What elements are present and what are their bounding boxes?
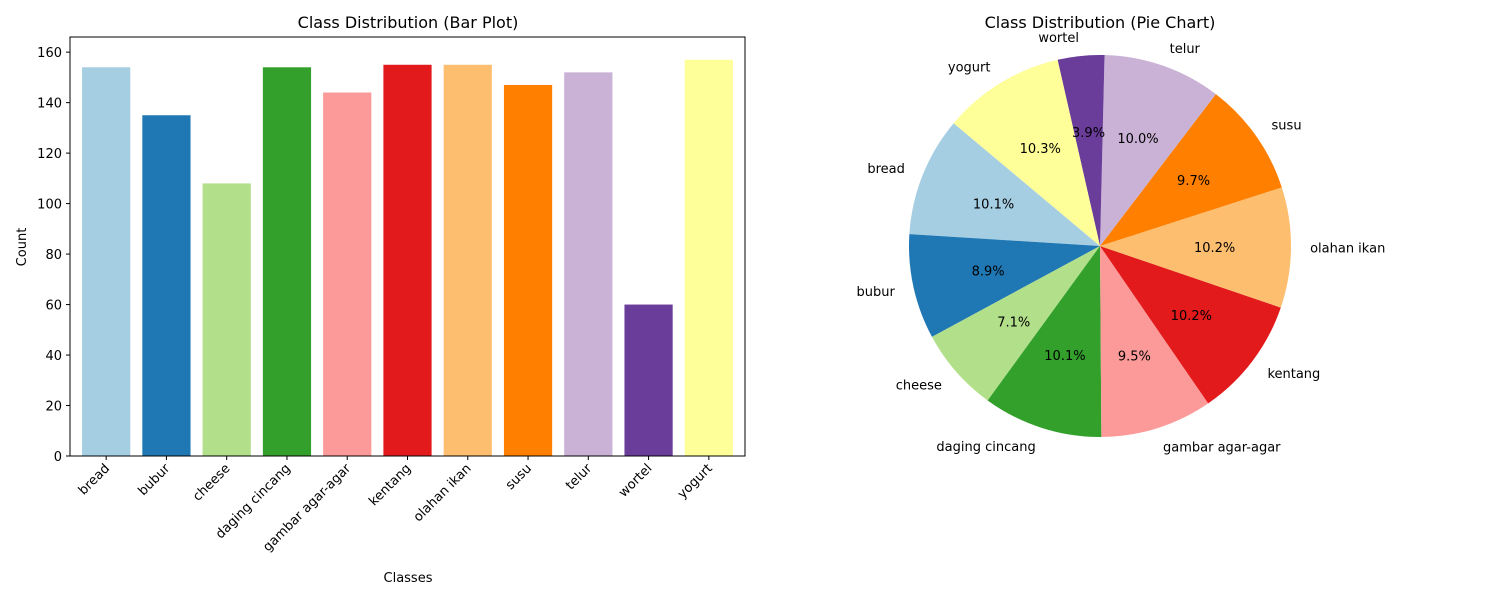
pie-slice-wortel (1057, 54, 1105, 246)
y-axis: 0 20 40 60 80 100 120 140 160 (37, 46, 70, 465)
plot-frame (69, 36, 746, 457)
bar-olahan-ikan (443, 64, 492, 456)
pie-percent-susu: 9.7% (1177, 174, 1210, 189)
y-tick-label: 140 (37, 97, 62, 112)
pie-label-bread: bread (867, 162, 905, 177)
bar-bread (82, 67, 131, 456)
pie-percent-daging-cincang: 10.1% (1044, 349, 1085, 364)
pie-percent-wortel: 3.9% (1072, 126, 1105, 141)
pie-percent-bread: 10.1% (973, 197, 1014, 212)
bar-chart-title: Class Distribution (Bar Plot) (298, 13, 519, 32)
y-tick-label: 100 (37, 198, 62, 213)
y-tick-label: 40 (45, 349, 62, 364)
pie-label-telur: telur (1170, 42, 1201, 57)
x-tick-label-telur: telur (563, 461, 595, 493)
pie-slice-yogurt (953, 59, 1100, 246)
bar-chart: Class Distribution (Bar Plot) 0 20 40 60 80 1… (15, 13, 746, 586)
pie-label-daging-cincang: daging cincang (936, 440, 1035, 455)
pie-slice-cheese (931, 246, 1100, 401)
x-tick-label-cheese: cheese (190, 461, 233, 504)
bar-wortel (624, 304, 673, 456)
y-tick-label: 0 (54, 450, 62, 465)
x-tick-label-kentang: kentang (366, 461, 414, 509)
bar-yogurt (684, 59, 733, 457)
bar-telur (564, 72, 613, 457)
pie-label-gambar-agar-agar: gambar agar-agar (1163, 440, 1281, 455)
y-tick-label: 20 (45, 400, 62, 415)
pie-label-yogurt: yogurt (948, 61, 991, 76)
y-tick-label: 120 (37, 147, 62, 162)
pie-percent-gambar-agar-agar: 9.5% (1118, 349, 1151, 364)
bar-gambar-agar-agar (323, 92, 372, 456)
bar-kentang (383, 64, 432, 456)
bar-susu (503, 84, 553, 457)
pie-label-olahan-ikan: olahan ikan (1310, 242, 1385, 257)
bar-cheese (202, 183, 251, 456)
pie-slice-susu (1100, 94, 1282, 247)
pie-slice-bubur (908, 234, 1100, 337)
bar-marks (82, 59, 733, 457)
pie-slice-gambar-agar-agar (1100, 246, 1209, 437)
x-tick-label-susu: susu (503, 461, 535, 493)
pie-labels: bread 10.1% bubur 8.9% cheese 7.1% daging cinc… (856, 31, 1385, 455)
pie-label-susu: susu (1272, 119, 1302, 134)
x-tick-label-bread: bread (76, 461, 113, 498)
pie-slices (908, 54, 1292, 437)
pie-percent-telur: 10.0% (1117, 132, 1158, 147)
x-tick-label-bubur: bubur (136, 461, 174, 499)
bar-daging-cincang (262, 67, 312, 456)
pie-percent-kentang: 10.2% (1171, 309, 1212, 324)
x-tick-label-yogurt: yogurt (675, 461, 716, 502)
pie-slice-bread (909, 123, 1100, 246)
pie-slice-kentang (1100, 246, 1281, 404)
bar-bubur (142, 115, 191, 457)
pie-slice-telur (1100, 55, 1216, 246)
pie-percent-olahan-ikan: 10.2% (1194, 241, 1235, 256)
pie-chart-title: Class Distribution (Pie Chart) (985, 13, 1216, 32)
y-tick-label: 160 (37, 46, 62, 61)
y-tick-label: 80 (45, 248, 62, 263)
pie-label-cheese: cheese (896, 378, 942, 393)
pie-label-kentang: kentang (1267, 367, 1320, 382)
pie-slice-daging-cincang (987, 246, 1102, 437)
pie-percent-cheese: 7.1% (997, 315, 1030, 330)
y-tick-label: 60 (45, 299, 62, 314)
x-tick-label-olahan-ikan: olahan ikan (411, 461, 475, 525)
x-tick-label-wortel: wortel (616, 461, 655, 500)
x-axis-label: Classes (384, 571, 433, 586)
y-axis-label: Count (15, 228, 30, 267)
pie-percent-bubur: 8.9% (972, 265, 1005, 280)
pie-label-bubur: bubur (856, 285, 895, 300)
pie-chart: Class Distribution (Pie Chart) bread 10.1… (856, 13, 1385, 455)
pie-percent-yogurt: 10.3% (1020, 142, 1061, 157)
pie-slice-olahan-ikan (1100, 187, 1292, 308)
pie-label-wortel: wortel (1038, 31, 1079, 46)
